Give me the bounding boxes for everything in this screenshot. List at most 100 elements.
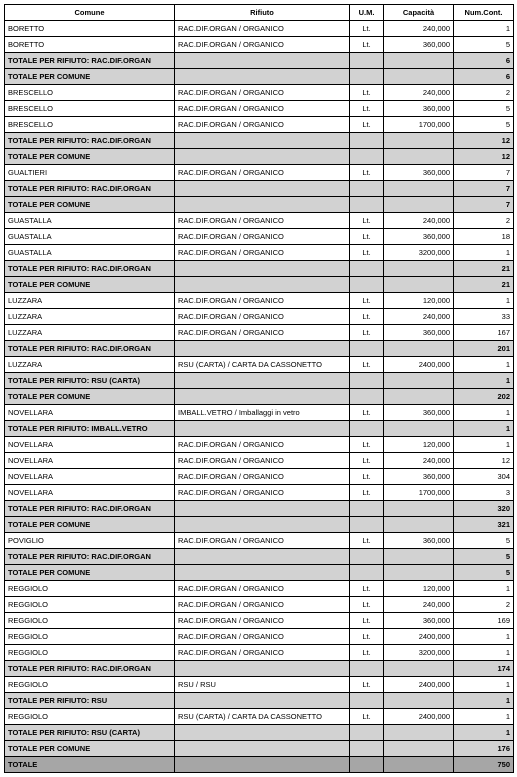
cell-um: Lt.: [350, 245, 384, 261]
cell-comune: NOVELLARA: [5, 437, 175, 453]
cell-capacita: 360,000: [384, 613, 454, 629]
cell-comune: TOTALE PER COMUNE: [5, 277, 175, 293]
cell-um: Lt.: [350, 357, 384, 373]
table-row: BRESCELLORAC.DIF.ORGAN / ORGANICOLt.240,…: [5, 85, 514, 101]
cell-comune: TOTALE PER RIFIUTO: RAC.DIF.ORGAN: [5, 133, 175, 149]
cell-um: Lt.: [350, 293, 384, 309]
cell-rifiuto: [175, 149, 350, 165]
table-row: BRESCELLORAC.DIF.ORGAN / ORGANICOLt.360,…: [5, 101, 514, 117]
cell-rifiuto: [175, 261, 350, 277]
cell-capacita: 360,000: [384, 405, 454, 421]
table-row: GUASTALLARAC.DIF.ORGAN / ORGANICOLt.3200…: [5, 245, 514, 261]
cell-comune: GUASTALLA: [5, 229, 175, 245]
cell-numcont: 21: [454, 261, 514, 277]
table-row: TOTALE PER COMUNE5: [5, 565, 514, 581]
cell-capacita: [384, 757, 454, 773]
cell-comune: TOTALE PER RIFIUTO: RAC.DIF.ORGAN: [5, 501, 175, 517]
cell-numcont: 176: [454, 741, 514, 757]
cell-numcont: 5: [454, 117, 514, 133]
table-row: NOVELLARARAC.DIF.ORGAN / ORGANICOLt.240,…: [5, 453, 514, 469]
cell-numcont: 12: [454, 453, 514, 469]
cell-capacita: 240,000: [384, 597, 454, 613]
cell-um: [350, 693, 384, 709]
cell-rifiuto: RAC.DIF.ORGAN / ORGANICO: [175, 293, 350, 309]
cell-rifiuto: RAC.DIF.ORGAN / ORGANICO: [175, 613, 350, 629]
cell-capacita: 3200,000: [384, 645, 454, 661]
cell-capacita: [384, 389, 454, 405]
cell-rifiuto: RAC.DIF.ORGAN / ORGANICO: [175, 533, 350, 549]
cell-numcont: 1: [454, 581, 514, 597]
cell-um: Lt.: [350, 581, 384, 597]
cell-rifiuto: RAC.DIF.ORGAN / ORGANICO: [175, 21, 350, 37]
cell-rifiuto: [175, 725, 350, 741]
cell-comune: LUZZARA: [5, 309, 175, 325]
cell-numcont: 201: [454, 341, 514, 357]
cell-capacita: [384, 517, 454, 533]
table-row: BORETTORAC.DIF.ORGAN / ORGANICOLt.240,00…: [5, 21, 514, 37]
cell-comune: GUALTIERI: [5, 165, 175, 181]
table-row: REGGIOLORAC.DIF.ORGAN / ORGANICOLt.360,0…: [5, 613, 514, 629]
cell-um: [350, 197, 384, 213]
cell-um: [350, 373, 384, 389]
cell-um: Lt.: [350, 613, 384, 629]
cell-comune: TOTALE PER RIFIUTO: RAC.DIF.ORGAN: [5, 549, 175, 565]
cell-comune: REGGIOLO: [5, 597, 175, 613]
cell-rifiuto: [175, 277, 350, 293]
cell-comune: TOTALE PER COMUNE: [5, 69, 175, 85]
cell-rifiuto: [175, 341, 350, 357]
cell-comune: BRESCELLO: [5, 85, 175, 101]
cell-capacita: 360,000: [384, 165, 454, 181]
waste-report-table: Comune Rifiuto U.M. Capacità Num.Cont. B…: [4, 4, 514, 773]
cell-um: Lt.: [350, 325, 384, 341]
cell-um: Lt.: [350, 645, 384, 661]
cell-um: Lt.: [350, 405, 384, 421]
cell-numcont: 1: [454, 677, 514, 693]
cell-rifiuto: RAC.DIF.ORGAN / ORGANICO: [175, 437, 350, 453]
cell-rifiuto: [175, 757, 350, 773]
cell-capacita: 3200,000: [384, 245, 454, 261]
table-row: TOTALE PER COMUNE 6: [5, 69, 514, 85]
cell-rifiuto: IMBALL.VETRO / Imballaggi in vetro: [175, 405, 350, 421]
cell-comune: TOTALE PER RIFIUTO: RAC.DIF.ORGAN: [5, 53, 175, 69]
cell-rifiuto: [175, 549, 350, 565]
cell-numcont: 6: [454, 69, 514, 85]
cell-numcont: 3: [454, 485, 514, 501]
table-row: BORETTORAC.DIF.ORGAN / ORGANICOLt.360,00…: [5, 37, 514, 53]
cell-numcont: 2: [454, 85, 514, 101]
cell-capacita: 360,000: [384, 37, 454, 53]
cell-rifiuto: [175, 133, 350, 149]
cell-um: Lt.: [350, 709, 384, 725]
cell-capacita: 1700,000: [384, 485, 454, 501]
cell-capacita: [384, 197, 454, 213]
col-capacita: Capacità: [384, 5, 454, 21]
cell-rifiuto: RAC.DIF.ORGAN / ORGANICO: [175, 37, 350, 53]
cell-rifiuto: RAC.DIF.ORGAN / ORGANICO: [175, 101, 350, 117]
cell-rifiuto: [175, 741, 350, 757]
cell-capacita: [384, 565, 454, 581]
cell-rifiuto: RAC.DIF.ORGAN / ORGANICO: [175, 213, 350, 229]
cell-um: [350, 149, 384, 165]
table-row: REGGIOLORAC.DIF.ORGAN / ORGANICOLt.2400,…: [5, 629, 514, 645]
cell-numcont: 1: [454, 245, 514, 261]
cell-comune: NOVELLARA: [5, 485, 175, 501]
cell-rifiuto: RAC.DIF.ORGAN / ORGANICO: [175, 229, 350, 245]
cell-rifiuto: [175, 661, 350, 677]
table-row: TOTALE PER COMUNE176: [5, 741, 514, 757]
table-row: POVIGLIORAC.DIF.ORGAN / ORGANICOLt.360,0…: [5, 533, 514, 549]
cell-um: [350, 181, 384, 197]
cell-capacita: [384, 373, 454, 389]
col-um: U.M.: [350, 5, 384, 21]
cell-rifiuto: RAC.DIF.ORGAN / ORGANICO: [175, 469, 350, 485]
cell-rifiuto: RSU (CARTA) / CARTA DA CASSONETTO: [175, 357, 350, 373]
cell-um: Lt.: [350, 485, 384, 501]
table-row: TOTALE PER RIFIUTO: RSU1: [5, 693, 514, 709]
cell-comune: TOTALE PER RIFIUTO: RAC.DIF.ORGAN: [5, 181, 175, 197]
cell-comune: TOTALE PER COMUNE: [5, 565, 175, 581]
cell-comune: TOTALE PER COMUNE: [5, 197, 175, 213]
cell-capacita: 2400,000: [384, 677, 454, 693]
cell-rifiuto: RAC.DIF.ORGAN / ORGANICO: [175, 325, 350, 341]
cell-capacita: [384, 69, 454, 85]
cell-um: Lt.: [350, 629, 384, 645]
cell-comune: TOTALE PER RIFIUTO: RSU (CARTA): [5, 373, 175, 389]
cell-comune: TOTALE PER RIFIUTO: RSU (CARTA): [5, 725, 175, 741]
